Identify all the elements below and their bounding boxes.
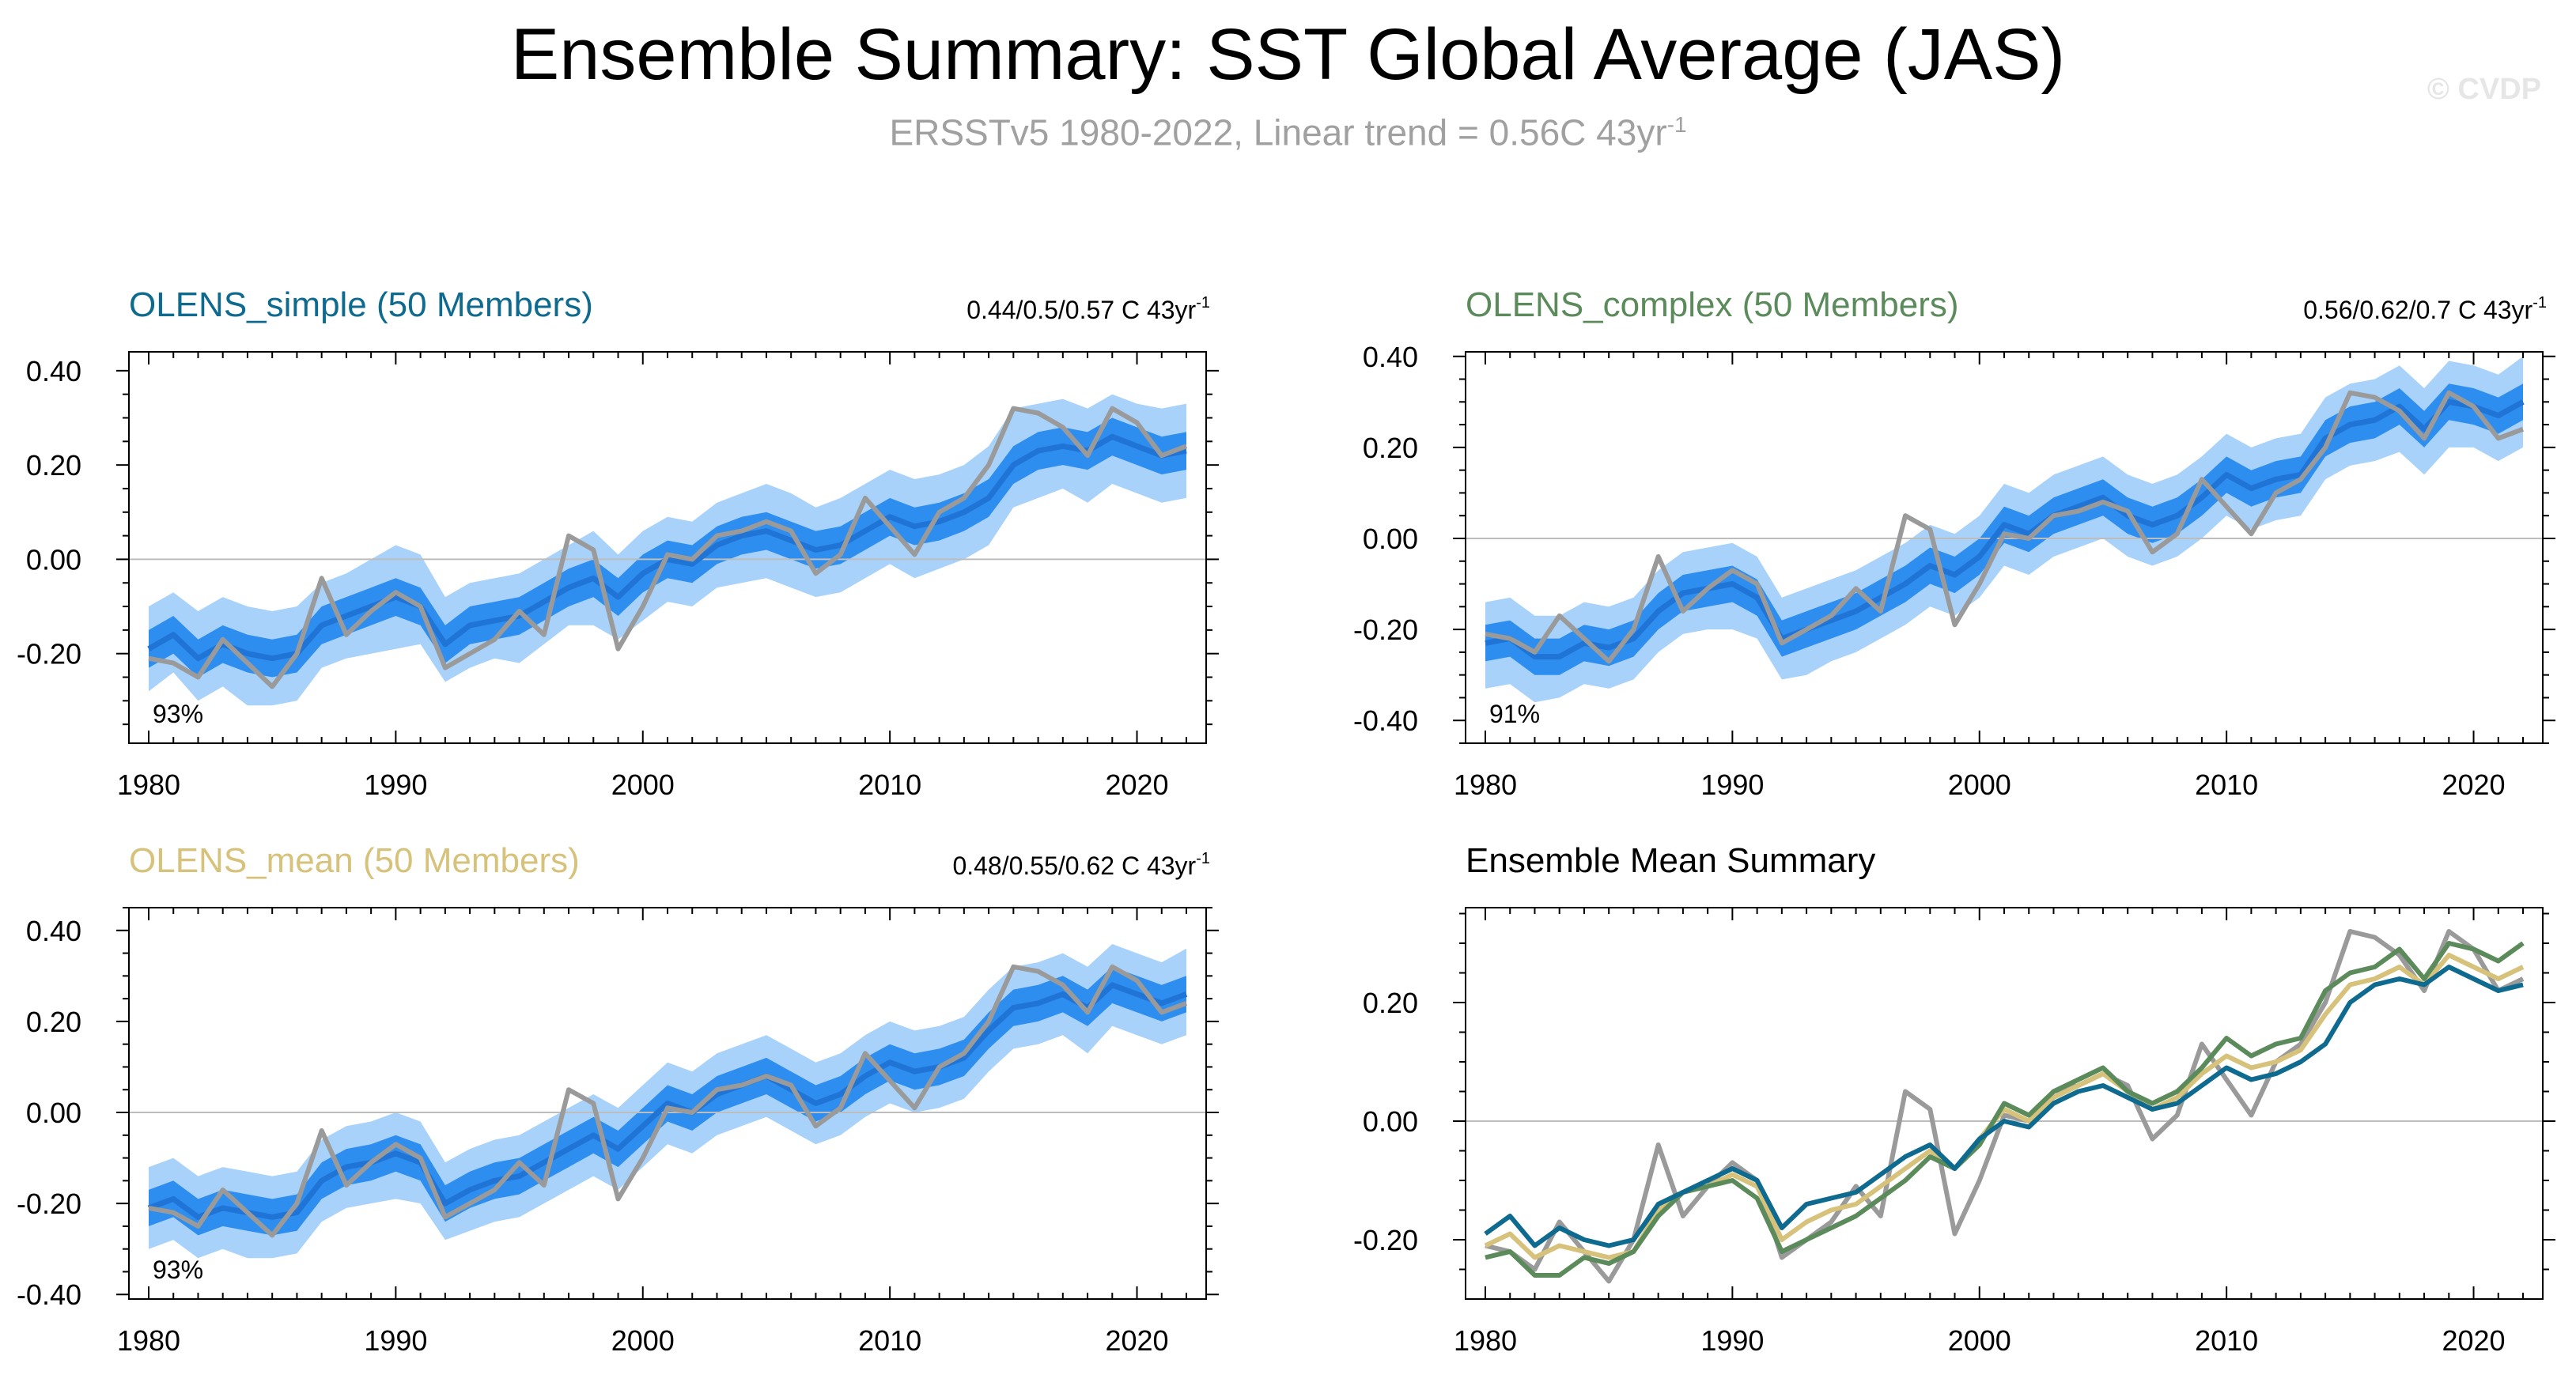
series-line-ersstv5 (1485, 929, 2525, 1284)
chart-panel-2: OLENS_complex (50 Members) 0.56/0.62/0.7 … (1353, 285, 2555, 801)
x-tick-label: 2010 (2195, 1324, 2258, 1357)
y-tick-label: -0.20 (1353, 614, 1418, 646)
series-line-ensemble-mean (147, 982, 1188, 1220)
trend-label: 0.56/0.62/0.7 C 43yr-1 (2303, 294, 2547, 324)
y-tick-label: 0.40 (1363, 341, 1418, 373)
x-tick-label: 1990 (364, 1324, 427, 1357)
x-tick-label: 2010 (858, 769, 921, 801)
x-tick-label: 2010 (2195, 769, 2258, 801)
x-tick-label: 2020 (2442, 1324, 2505, 1357)
panel-title: OLENS_complex (50 Members) (1466, 285, 1959, 324)
x-tick-label: 2000 (611, 1324, 675, 1357)
y-tick-label: -0.20 (17, 1188, 81, 1220)
x-tick-label: 1990 (1700, 769, 1764, 801)
plot-area (129, 394, 1206, 706)
x-tick-label: 1990 (1700, 1324, 1764, 1357)
y-tick-label: 0.00 (1363, 1105, 1418, 1138)
trend-label-text: 0.56/0.62/0.7 C 43yr (2303, 296, 2532, 324)
trend-label-text: 0.44/0.5/0.57 C 43yr (966, 296, 1196, 324)
watermark: © CVDP (2427, 73, 2541, 106)
x-tick-label: 1990 (364, 769, 427, 801)
panel-title: OLENS_mean (50 Members) (129, 841, 580, 880)
plot-area (129, 944, 1206, 1259)
y-tick-label: -0.20 (17, 638, 81, 670)
y-tick-label: 0.00 (26, 543, 81, 576)
y-tick-label: -0.40 (17, 1278, 81, 1311)
y-tick-label: 0.00 (1363, 523, 1418, 555)
panel-title: Ensemble Mean Summary (1466, 841, 1875, 880)
x-tick-label: 1980 (1454, 769, 1517, 801)
x-tick-label: 2000 (1948, 1324, 2011, 1357)
y-tick-label: 0.40 (26, 915, 81, 947)
x-tick-label: 1980 (1454, 1324, 1517, 1357)
percent-label: 91% (1489, 700, 1540, 728)
series-line-observed (148, 964, 1188, 1238)
range-band-inner (149, 417, 1186, 678)
plot-area (1466, 929, 2543, 1284)
series-line-olens-simple (1484, 965, 2524, 1248)
subtitle: ERSSTv5 1980-2022, Linear trend = 0.56C … (0, 103, 2576, 154)
y-tick-label: 0.40 (26, 355, 81, 387)
x-tick-label: 2000 (1948, 769, 2011, 801)
plot-area (1466, 356, 2543, 703)
y-tick-label: -0.20 (1353, 1224, 1418, 1256)
x-tick-label: 2010 (858, 1324, 921, 1357)
series-line-observed (1485, 390, 2525, 664)
y-tick-label: 0.20 (1363, 987, 1418, 1019)
y-tick-label: -0.40 (1353, 704, 1418, 737)
x-tick-label: 2020 (2442, 769, 2505, 801)
x-tick-label: 1980 (117, 769, 180, 801)
percent-label: 93% (153, 1256, 203, 1284)
subtitle-text: ERSSTv5 1980-2022, Linear trend = 0.56C … (889, 111, 1667, 153)
y-tick-label: 0.20 (26, 1006, 81, 1038)
panel-title: OLENS_simple (50 Members) (129, 285, 593, 324)
trend-label-exponent: -1 (1196, 294, 1210, 312)
x-tick-label: 2000 (611, 769, 675, 801)
range-band-inner (1485, 383, 2523, 675)
series-line-olens-complex (1485, 941, 2525, 1278)
series-line-observed (148, 406, 1188, 689)
x-tick-label: 2020 (1105, 769, 1168, 801)
trend-label-exponent: -1 (1196, 850, 1210, 867)
trend-label: 0.48/0.55/0.62 C 43yr-1 (952, 850, 1210, 880)
trend-label-exponent: -1 (2532, 294, 2547, 312)
percent-label: 93% (153, 700, 203, 728)
series-line-olens-mean (1484, 953, 2525, 1260)
trend-label-text: 0.48/0.55/0.62 C 43yr (952, 852, 1196, 880)
y-tick-label: 0.20 (26, 449, 81, 482)
x-tick-label: 1980 (117, 1324, 180, 1357)
y-tick-label: 0.00 (26, 1097, 81, 1129)
series-line-ensemble-mean (1485, 398, 2525, 660)
trend-label: 0.44/0.5/0.57 C 43yr-1 (966, 294, 1210, 324)
chart-panel-1: OLENS_simple (50 Members) 0.44/0.5/0.57 C… (17, 285, 1219, 801)
y-tick-label: 0.20 (1363, 432, 1418, 464)
chart-panel-4: Ensemble Mean Summary 1980 1990 2000 2010 202… (1353, 841, 2555, 1357)
main-title: Ensemble Summary: SST Global Average (JA… (510, 14, 2066, 95)
chart-panel-3: OLENS_mean (50 Members) 0.48/0.55/0.62 C … (17, 841, 1219, 1357)
x-tick-label: 2020 (1105, 1324, 1168, 1357)
subtitle-exponent: -1 (1666, 112, 1687, 137)
